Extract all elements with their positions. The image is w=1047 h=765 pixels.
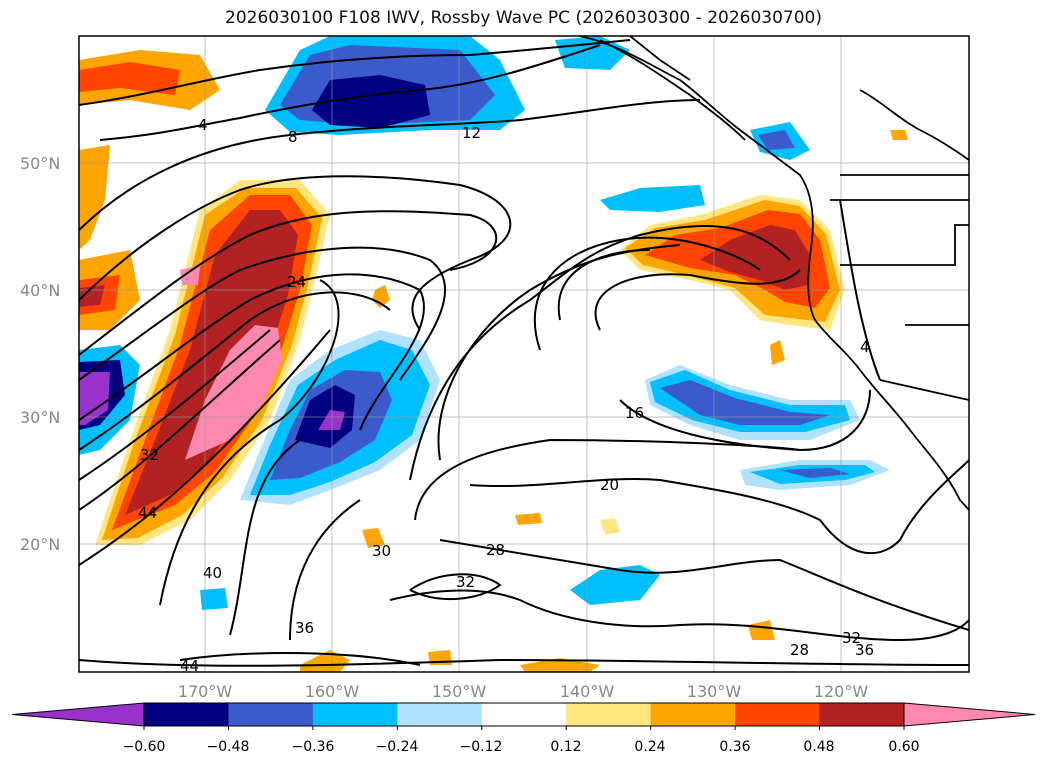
contour-label: 36 — [295, 619, 314, 637]
map-title: 2026030100 F108 IWV, Rossby Wave PC (202… — [225, 8, 822, 28]
contour-label: 4 — [860, 338, 870, 356]
lat-label: 20°N — [20, 535, 60, 554]
contour-label: 4 — [198, 116, 208, 134]
lat-label: 50°N — [20, 154, 60, 173]
contour-label: 36 — [855, 641, 874, 659]
longitude-labels: 170°W 160°W 150°W 140°W 130°W 120°W — [178, 682, 869, 701]
colorbar-tick-label: 0.60 — [888, 739, 919, 755]
colorbar-tick-label: −0.60 — [123, 739, 166, 755]
contour-label: 40 — [203, 564, 222, 582]
lat-label: 30°N — [20, 408, 60, 427]
contour-label: 44 — [180, 657, 199, 675]
contour-labels: 4 8 12 24 32 44 40 36 44 30 28 32 20 16 … — [138, 116, 874, 675]
contour-label: 8 — [288, 128, 298, 146]
colorbar-segment — [481, 703, 567, 726]
colorbar-tick-label: 0.12 — [550, 739, 581, 755]
contour-label: 32 — [842, 629, 861, 647]
colorbar — [11, 702, 1036, 730]
colorbar-segment — [650, 703, 736, 726]
latitude-labels: 50°N 40°N 30°N 20°N — [20, 154, 60, 554]
coastline — [579, 36, 969, 511]
lon-label: 160°W — [305, 682, 360, 701]
colorbar-segment — [312, 703, 398, 726]
contour-label: 30 — [372, 542, 391, 560]
colorbar-segment — [735, 703, 821, 726]
colorbar-extend-low — [11, 702, 145, 727]
lon-label: 120°W — [814, 682, 869, 701]
iwv-contours — [79, 39, 969, 667]
colorbar-tick-label: 0.36 — [719, 739, 750, 755]
lon-label: 130°W — [687, 682, 742, 701]
colorbar-tick-label: −0.24 — [376, 739, 419, 755]
graticule — [79, 36, 969, 672]
colorbar-segment — [566, 703, 652, 726]
lon-label: 150°W — [432, 682, 487, 701]
colorbar-segment — [228, 703, 314, 726]
colorbar-tick-label: 0.48 — [803, 739, 834, 755]
colorbar-tick-label: −0.12 — [460, 739, 503, 755]
contour-label: 44 — [138, 504, 157, 522]
colorbar-segment — [144, 703, 229, 726]
colorbar-ticks: −0.60 −0.48 −0.36 −0.24 −0.12 0.12 0.24 … — [123, 739, 920, 755]
lon-label: 140°W — [560, 682, 615, 701]
contour-label: 32 — [456, 573, 475, 591]
contour-label: 28 — [790, 641, 809, 659]
colorbar-frame — [143, 702, 905, 727]
lon-label: 170°W — [178, 682, 233, 701]
contour-label: 12 — [462, 124, 481, 142]
colorbar-tick-label: −0.48 — [207, 739, 250, 755]
contour-label: 16 — [625, 404, 644, 422]
contour-label: 28 — [486, 541, 505, 559]
contour-label: 32 — [140, 446, 159, 464]
colorbar-extend-high — [903, 702, 1036, 727]
lat-label: 40°N — [20, 281, 60, 300]
map-frame — [78, 35, 970, 673]
colorbar-segment — [397, 703, 483, 726]
colorbar-segment — [819, 703, 905, 726]
contour-label: 20 — [600, 476, 619, 494]
colorbar-tick-label: −0.36 — [292, 739, 335, 755]
colorbar-tick-label: 0.24 — [634, 739, 665, 755]
contour-label: 24 — [287, 273, 306, 291]
